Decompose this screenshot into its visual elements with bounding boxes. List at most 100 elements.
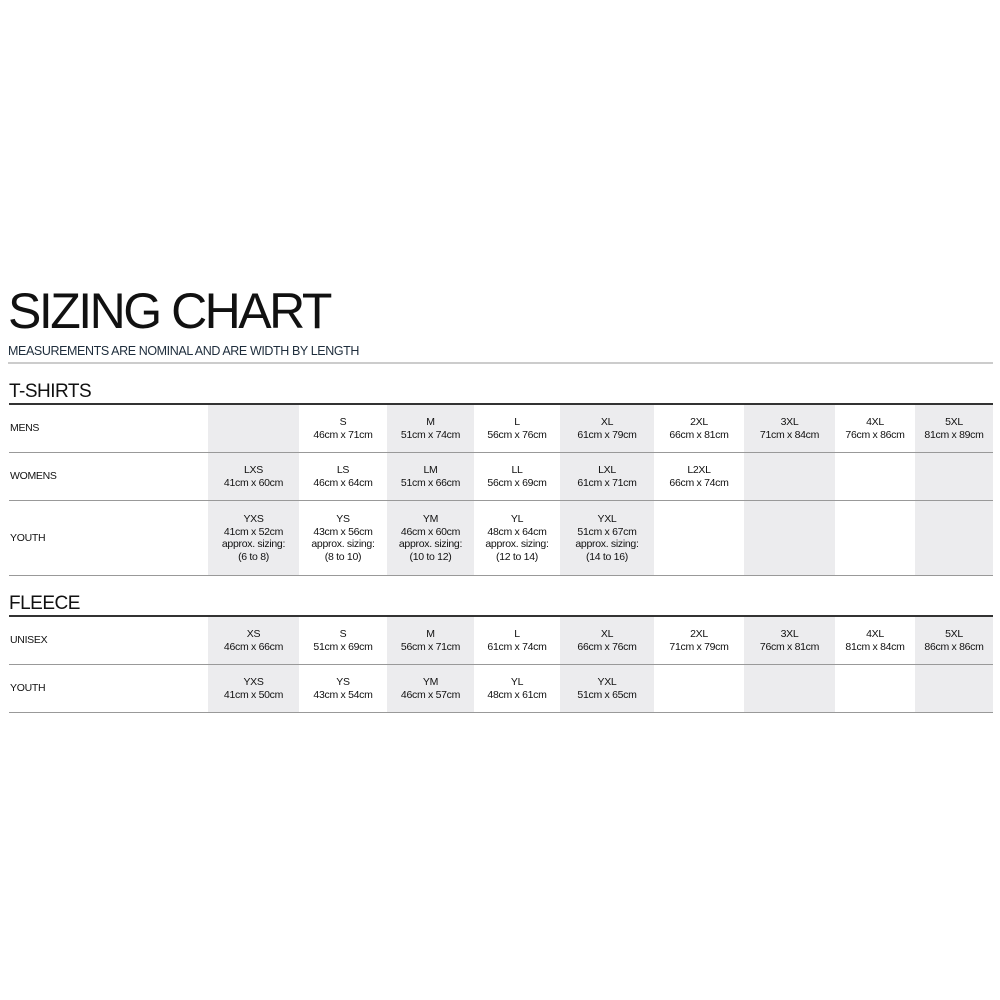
size-detail: 41cm x 50cm (223, 688, 284, 701)
size-detail: 71cm x 79cm (669, 640, 729, 653)
size-detail: approx. sizing: (221, 538, 286, 550)
table-row: YOUTH YXS 41cm x 50cm YS 43cm x 54cm YM 46cm x… (9, 664, 993, 713)
size-name: LS (336, 464, 350, 476)
size-cell: YM 46cm x 57cm (387, 664, 474, 713)
size-cell (835, 664, 915, 713)
size-detail: 43cm x 54cm (313, 688, 373, 701)
size-name: YXS (243, 676, 264, 688)
size-cell (835, 452, 915, 501)
table-row: UNISEX XS 46cm x 66cm S 51cm x 69cm M 56cm x 7… (9, 616, 993, 665)
size-name: S (339, 628, 347, 640)
size-detail: 41cm x 52cm (223, 525, 284, 538)
size-name: M (426, 628, 435, 640)
size-detail: 81cm x 89cm (924, 428, 984, 441)
size-cell: L 61cm x 74cm (474, 616, 560, 665)
size-name: YXL (597, 676, 617, 688)
size-detail: 66cm x 76cm (577, 640, 637, 653)
size-name: 5XL (945, 628, 963, 640)
size-name: 3XL (780, 416, 799, 428)
size-detail: 86cm x 86cm (924, 640, 984, 653)
size-name: LXS (244, 464, 263, 476)
size-detail: 51cm x 74cm (400, 428, 461, 441)
size-detail: (6 to 8) (238, 550, 269, 563)
size-name: 2XL (690, 416, 708, 428)
size-cell (915, 452, 993, 501)
size-cell: 3XL 71cm x 84cm (744, 404, 835, 453)
size-cell (744, 664, 835, 713)
size-detail: 81cm x 84cm (845, 640, 905, 653)
size-cell: XL 66cm x 76cm (560, 616, 654, 665)
size-name: YS (336, 676, 350, 688)
size-table: MENS S 46cm x 71cm M 51cm x 74cm L 56cm x 76cm… (9, 403, 993, 576)
size-cell: YL 48cm x 61cm (474, 664, 560, 713)
size-cell: LXS 41cm x 60cm (208, 452, 299, 501)
size-name: YL (510, 676, 524, 688)
size-cell: M 51cm x 74cm (387, 404, 474, 453)
size-cell (654, 664, 744, 713)
size-detail: 41cm x 60cm (223, 476, 284, 489)
size-detail: 76cm x 81cm (759, 640, 820, 653)
size-cell (744, 500, 835, 576)
page-subtitle: MEASUREMENTS ARE NOMINAL AND ARE WIDTH B… (8, 344, 360, 358)
size-detail: 51cm x 65cm (577, 688, 637, 701)
size-cell: 4XL 81cm x 84cm (835, 616, 915, 665)
size-cell: M 56cm x 71cm (387, 616, 474, 665)
size-name: YM (422, 513, 439, 525)
size-name: YS (336, 513, 350, 525)
size-detail: 43cm x 56cm (313, 525, 373, 538)
size-cell: 2XL 71cm x 79cm (654, 616, 744, 665)
size-name: 4XL (866, 416, 884, 428)
size-cell: XS 46cm x 66cm (208, 616, 299, 665)
size-cell: XL 61cm x 79cm (560, 404, 654, 453)
table-row: WOMENS LXS 41cm x 60cm LS 46cm x 64cm LM 51cm … (9, 452, 993, 501)
size-detail: 51cm x 66cm (400, 476, 461, 489)
size-detail: 51cm x 69cm (313, 640, 373, 653)
size-cell: 2XL 66cm x 81cm (654, 404, 744, 453)
size-cell (744, 452, 835, 501)
size-name: YXL (597, 513, 617, 525)
row-label: YOUTH (9, 500, 208, 576)
size-cell (915, 664, 993, 713)
page-title: SIZING CHART (8, 283, 332, 339)
size-detail: 46cm x 71cm (313, 428, 373, 441)
size-detail: (14 to 16) (586, 550, 628, 563)
size-cell: YS 43cm x 54cm (299, 664, 387, 713)
size-cell: LL 56cm x 69cm (474, 452, 560, 501)
size-cell: LS 46cm x 64cm (299, 452, 387, 501)
size-name: XS (246, 628, 261, 640)
size-detail: 48cm x 61cm (487, 688, 547, 701)
size-detail: 46cm x 66cm (223, 640, 284, 653)
size-name: YL (510, 513, 524, 525)
size-cell: 5XL 81cm x 89cm (915, 404, 993, 453)
size-name: YM (422, 676, 439, 688)
size-cell: LM 51cm x 66cm (387, 452, 474, 501)
size-cell: L2XL 66cm x 74cm (654, 452, 744, 501)
size-detail: 66cm x 81cm (669, 428, 729, 441)
size-cell (835, 500, 915, 576)
size-name: M (426, 416, 435, 428)
size-detail: 51cm x 67cm (577, 525, 637, 538)
size-name: L2XL (687, 464, 711, 476)
size-detail: 56cm x 71cm (400, 640, 461, 653)
row-label: WOMENS (9, 452, 208, 501)
size-table: UNISEX XS 46cm x 66cm S 51cm x 69cm M 56cm x 7… (9, 615, 993, 713)
size-detail: 56cm x 69cm (487, 476, 547, 489)
size-name: S (339, 416, 347, 428)
size-detail: 76cm x 86cm (845, 428, 905, 441)
size-cell: 4XL 76cm x 86cm (835, 404, 915, 453)
size-name: LM (423, 464, 438, 476)
section-title: FLEECE (9, 593, 80, 614)
size-detail: (8 to 10) (324, 550, 362, 563)
size-cell (915, 500, 993, 576)
row-label: YOUTH (9, 664, 208, 713)
size-detail: approx. sizing: (311, 538, 375, 550)
section-title: T-SHIRTS (9, 381, 92, 402)
size-detail: approx. sizing: (398, 538, 463, 550)
size-cell: 5XL 86cm x 86cm (915, 616, 993, 665)
size-detail: 46cm x 60cm (400, 525, 461, 538)
size-cell: L 56cm x 76cm (474, 404, 560, 453)
size-cell: YXL 51cm x 65cm (560, 664, 654, 713)
size-detail: 56cm x 76cm (487, 428, 547, 441)
size-detail: 48cm x 64cm (487, 525, 547, 538)
row-label: UNISEX (9, 616, 208, 665)
